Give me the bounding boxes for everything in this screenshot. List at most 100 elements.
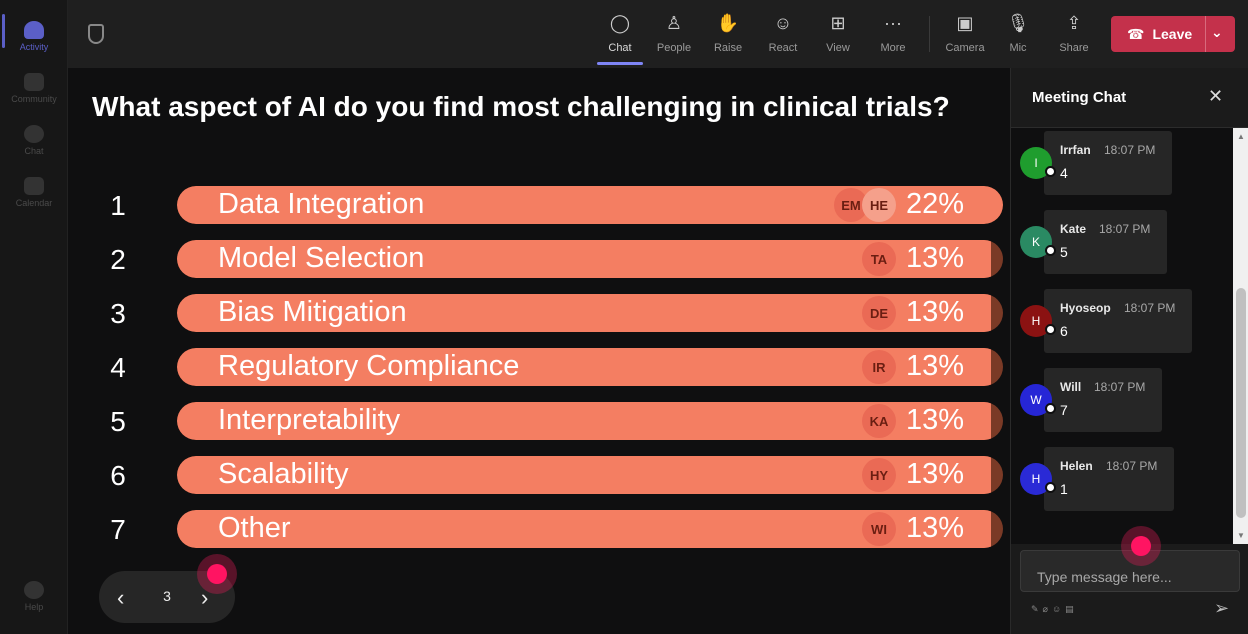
option-label: Model Selection	[218, 242, 425, 274]
chat-button[interactable]: ◯ Chat	[596, 8, 644, 62]
chat-message[interactable]: K Kate 18:07 PM 5	[1020, 210, 1167, 274]
voter-avatar: DE	[862, 296, 896, 330]
rail-item-label: Calendar	[15, 197, 53, 208]
voter-avatar: KA	[862, 404, 896, 438]
voter-avatar: IR	[862, 350, 896, 384]
option-label: Regulatory Compliance	[218, 350, 520, 382]
more-button[interactable]: ··· More	[869, 8, 917, 62]
ellipsis-icon: ···	[884, 12, 902, 33]
result-bar-fill	[177, 348, 991, 386]
page-number: 3	[163, 588, 171, 604]
rail-item-activity[interactable]: Activity	[0, 10, 68, 62]
rail-active-indicator	[2, 14, 5, 48]
emoji-icon[interactable]: ☺	[1051, 604, 1066, 614]
scroll-up-arrow-icon[interactable]: ▲	[1237, 132, 1245, 141]
avatar-initial: H	[1031, 472, 1041, 486]
chat-button-label: Chat	[608, 42, 632, 54]
chat-scrollbar[interactable]: ▲ ▼	[1233, 128, 1248, 544]
message-time: 18:07 PM	[1094, 380, 1146, 394]
active-tab-underline	[597, 62, 643, 65]
voter-avatar: WI	[862, 512, 896, 546]
chat-title: Meeting Chat	[1032, 89, 1127, 106]
rail-item-label: Chat	[24, 145, 44, 156]
avatar-initial: I	[1034, 156, 1038, 170]
camera-button[interactable]: ▣ Camera	[941, 8, 989, 62]
bell-icon	[24, 20, 44, 39]
chat-message[interactable]: H Hyoseop 18:07 PM 6	[1020, 289, 1192, 353]
option-percent: 13%	[905, 242, 964, 274]
chat-message[interactable]: W Will 18:07 PM 7	[1020, 368, 1162, 432]
more-button-label: More	[880, 42, 906, 54]
share-button[interactable]: ⇪ Share	[1050, 8, 1098, 62]
option-percent: 13%	[905, 404, 964, 436]
leave-button[interactable]: ☎ Leave ⌄	[1111, 16, 1235, 52]
option-percent: 13%	[905, 512, 964, 544]
chat-header: Meeting Chat ✕	[1011, 68, 1248, 128]
rail-item-help[interactable]: Help	[0, 570, 68, 622]
option-percent: 13%	[905, 350, 964, 382]
react-button[interactable]: ☺ React	[759, 8, 807, 62]
react-button-label: React	[768, 42, 798, 54]
sender-name: Kate	[1060, 222, 1087, 236]
rail-item-calendar[interactable]: Calendar	[0, 166, 68, 218]
view-button[interactable]: ⊞ View	[814, 8, 862, 62]
chat-message-input[interactable]	[1020, 550, 1240, 592]
option-label: Interpretability	[218, 404, 401, 436]
rail-item-label: Activity	[19, 41, 49, 52]
chat-message-list[interactable]: I Irrfan 18:07 PM 4 K Kate 18:07 PM 5 H Hyoseop 18…	[1011, 128, 1233, 544]
option-percent: 13%	[905, 458, 964, 490]
chevron-down-icon[interactable]: ⌄	[1211, 24, 1223, 40]
option-percent: 13%	[905, 296, 964, 328]
people-button[interactable]: ♙ People	[650, 8, 698, 62]
avatar-initial: H	[1031, 314, 1041, 328]
rail-item-chat[interactable]: Chat	[0, 114, 68, 166]
community-icon	[24, 72, 44, 91]
chat-message[interactable]: I Irrfan 18:07 PM 4	[1020, 131, 1172, 195]
raise-button-label: Raise	[713, 42, 743, 54]
leave-button-label: Leave	[1152, 26, 1193, 42]
presence-dot	[1045, 324, 1056, 335]
scrollbar-thumb[interactable]	[1236, 288, 1246, 518]
toolbar-divider	[929, 16, 930, 52]
rail-item-community[interactable]: Community	[0, 62, 68, 114]
option-rank: 2	[110, 244, 126, 275]
option-rank: 3	[110, 298, 126, 329]
sender-name: Helen	[1060, 459, 1093, 473]
attach-icon[interactable]: ⌀	[1042, 604, 1052, 614]
message-text: 1	[1060, 481, 1068, 497]
people-button-label: People	[656, 42, 692, 54]
meeting-toolbar: ◯ Chat ♙ People ✋ Raise ☺ React ⊞ View ·…	[68, 0, 1248, 68]
option-rank: 5	[110, 406, 126, 437]
raise-hand-button[interactable]: ✋ Raise	[704, 8, 752, 62]
chevron-left-icon[interactable]: ‹	[117, 585, 125, 610]
option-rank: 1	[110, 190, 126, 221]
click-indicator	[1121, 526, 1161, 566]
rail-item-label: Help	[24, 601, 44, 612]
poll-option-row: 6 Scalability 13% HY	[92, 456, 1004, 494]
hand-icon: ✋	[716, 12, 740, 33]
result-bar-fill	[177, 510, 991, 548]
message-text: 4	[1060, 165, 1068, 181]
message-time: 18:07 PM	[1099, 222, 1151, 236]
avatar: H	[1020, 463, 1056, 495]
send-icon[interactable]: ➢	[1214, 598, 1230, 618]
poll-results-panel: What aspect of AI do you find most chall…	[68, 68, 1010, 634]
chat-message[interactable]: H Helen 18:07 PM 1	[1020, 447, 1174, 511]
result-bar-fill	[177, 402, 991, 440]
click-indicator	[197, 554, 237, 594]
presence-dot	[1045, 166, 1056, 177]
result-bar-fill	[177, 240, 991, 278]
presence-dot	[1045, 245, 1056, 256]
shield-icon	[88, 24, 104, 44]
chevron-right-icon[interactable]: ›	[201, 585, 209, 610]
gif-icon[interactable]: ▤	[1065, 604, 1078, 614]
format-icon[interactable]: ✎	[1031, 604, 1043, 614]
camera-button-label: Camera	[945, 42, 985, 54]
close-icon[interactable]: ✕	[1208, 86, 1224, 106]
message-time: 18:07 PM	[1106, 459, 1158, 473]
poll-option-row: 2 Model Selection 13% TA	[92, 240, 1004, 278]
scroll-down-arrow-icon[interactable]: ▼	[1237, 531, 1245, 540]
presence-dot	[1045, 403, 1056, 414]
mic-button[interactable]: 🎙︎ Mic	[994, 8, 1042, 62]
help-icon	[24, 580, 44, 599]
